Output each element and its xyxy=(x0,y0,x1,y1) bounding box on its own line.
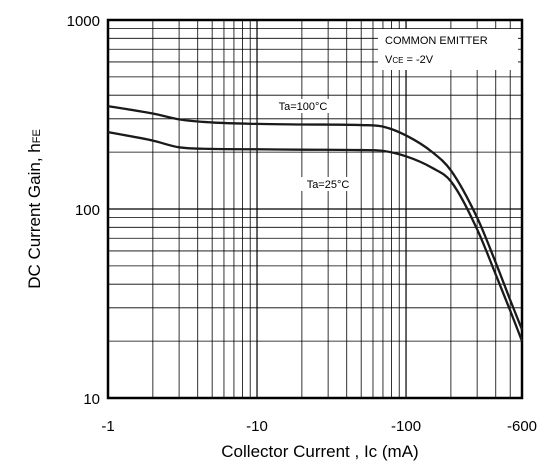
x-tick-label: -10 xyxy=(246,418,268,435)
ta25-label-bg xyxy=(299,177,357,191)
legend-common-emitter: COMMON EMITTER xyxy=(385,35,488,47)
legend: COMMON EMITTER VCE = -2V xyxy=(378,29,518,70)
series-label-ta25: Ta=25°C xyxy=(307,179,350,191)
series-ta100-line xyxy=(107,105,524,331)
x-tick-label: -100 xyxy=(391,418,421,435)
data-curves xyxy=(107,105,524,342)
y-tick-label: 100 xyxy=(75,202,100,219)
series-ta25-line xyxy=(107,131,524,342)
x-tick-label: -1 xyxy=(101,418,114,435)
y-axis-title: DC Current Gain, hFE xyxy=(25,129,44,289)
curve-labels: Ta=100°C Ta=25°C xyxy=(272,99,357,191)
grid-lines xyxy=(108,20,522,398)
legend-vce: VCE = -2V xyxy=(385,54,434,66)
series-label-ta100: Ta=100°C xyxy=(279,101,328,113)
ta100-label-bg xyxy=(272,99,334,113)
y-tick-label: 10 xyxy=(83,391,100,408)
plot-frame xyxy=(106,18,524,400)
tick-labels: -1 -10 -100 -600 10 100 1000 xyxy=(67,13,537,435)
x-axis-title: Collector Current , Ic (mA) xyxy=(221,442,418,461)
y-tick-label: 1000 xyxy=(67,13,100,30)
legend-box xyxy=(378,29,518,70)
x-tick-label: -600 xyxy=(507,418,537,435)
